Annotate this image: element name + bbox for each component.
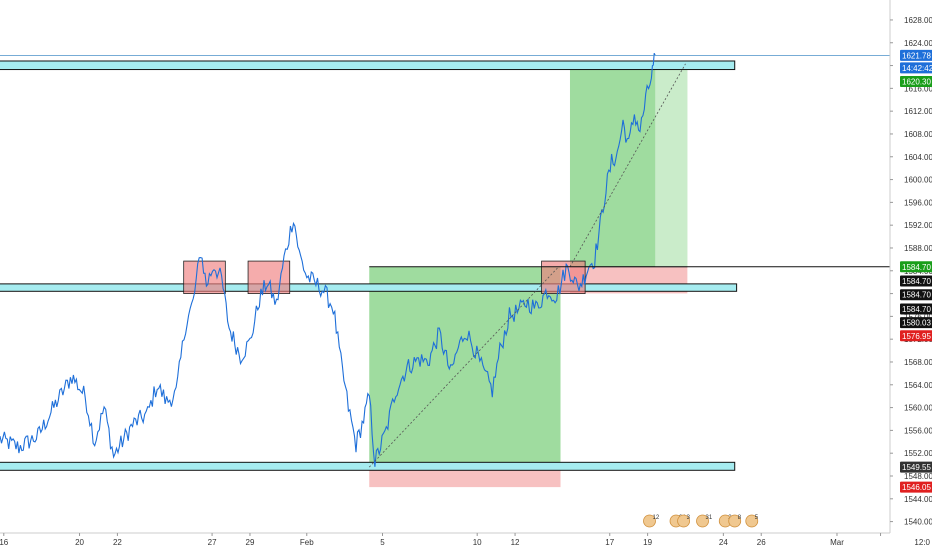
zones-layer [0,60,738,488]
price-tag-box [900,303,932,315]
y-tick-label: 1548.00 [904,472,932,481]
price-tag-label: 1549.55 [902,463,931,472]
x-tick-label: 16 [0,538,9,547]
event-marker-count: 12 [653,515,660,521]
price-tag-label: 1546.05 [902,483,931,492]
price-tag-box [900,461,932,473]
y-tick-label: 1616.00 [904,84,932,93]
x-tick-label: 27 [208,538,217,547]
event-marker-icon [643,514,656,528]
x-tick-label: 17 [605,538,614,547]
y-tick-label: 1624.00 [904,39,932,48]
price-tag-box [900,317,932,329]
x-tick-label: 22 [113,538,122,547]
highlight-box [247,260,291,294]
event-marker-count: 31 [706,515,713,521]
support-resistance-zone [0,60,736,71]
price-tag-label: 1621.78 [902,51,931,60]
y-tick-label: 1560.00 [904,404,932,413]
x-tick-label: 19 [643,538,652,547]
event-marker-icon [745,514,759,528]
price-tag-box [900,62,932,74]
highlight-box [183,260,226,294]
y-tick-label: 1540.00 [904,518,932,527]
x-tick-label: Feb [300,538,314,547]
price-tag-box [900,261,932,273]
x-tick-label: 24 [719,538,728,547]
price-tag-label: 14:42:42 [902,64,932,73]
position-trend-dotted-line [569,63,686,267]
price-tag-box [900,275,932,287]
price-tag-label: 1580.03 [902,319,931,328]
event-marker-icon [728,514,742,528]
position-profit-zone-extended [655,63,688,267]
price-tag-label: 1584.70 [902,263,931,272]
y-tick-label: 1600.00 [904,176,932,185]
support-resistance-zone [0,461,736,471]
support-resistance-zone [0,283,738,292]
event-marker-count: 8 [738,515,742,521]
y-tick-label: 1588.00 [904,244,932,253]
y-tick-label: 1544.00 [904,495,932,504]
price-tag-label: 1584.70 [902,305,931,314]
price-tag-box [900,76,932,88]
x-tick-label: 5 [380,538,385,547]
price-series-line [0,52,656,467]
x-tick-label: Mar [830,538,844,547]
price-tag-box [900,49,932,61]
y-tick-label: 1604.00 [904,153,932,162]
y-tick-label: 1576.00 [904,312,932,321]
price-tag-label: 1584.70 [902,291,931,300]
price-tag-label: 1584.70 [902,277,931,286]
price-tag-box [900,330,932,342]
position-trend-dotted-line [368,266,559,468]
price-tag-box [900,481,932,493]
event-marker-icon [696,514,709,528]
position-profit-zone [569,63,688,267]
horizontal-lines-layer [0,55,890,268]
y-tick-label: 1592.00 [904,221,932,230]
y-tick-label: 1564.00 [904,381,932,390]
position-loss-zone [369,467,561,488]
x-tick-label: 10 [473,538,482,547]
price-tag-box [900,289,932,301]
x-tick-label: 26 [757,538,766,547]
price-tag-label: 1620.30 [902,78,931,87]
y-tick-label: 1612.00 [904,107,932,116]
x-tick-label: 20 [75,538,84,547]
x-tick-label: 29 [246,538,255,547]
price-tag-label: 1576.95 [902,332,931,341]
y-tick-label: 1608.00 [904,130,932,139]
event-marker-icon [677,514,690,528]
y-tick-label: 1556.00 [904,426,932,435]
x-tick-label: 12:0 [914,538,930,547]
y-tick-label: 1596.00 [904,198,932,207]
y-tick-label: 1628.00 [904,16,932,25]
price-tags-layer: 1621.78 14:42:42 1620.30 1584.70 1584.70 1584… [900,49,932,493]
event-marker-count: 3 [687,515,691,521]
y-tick-label: 1568.00 [904,358,932,367]
x-tick-label: 12 [511,538,520,547]
y-tick-label: 1552.00 [904,449,932,458]
price-series-layer [0,52,686,468]
event-marker-count: 5 [755,515,759,521]
